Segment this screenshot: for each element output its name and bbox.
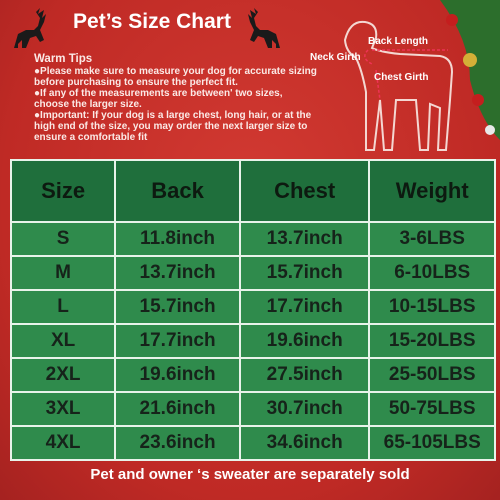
column-header: Chest [238, 159, 371, 223]
column-header: Size [9, 159, 117, 223]
cell: 19.6inch [114, 357, 241, 393]
cell: 65-105LBS [368, 425, 496, 461]
garland [440, 0, 500, 140]
dog-outline [343, 20, 454, 151]
tip: ●Important: If your dog is a large chest… [34, 110, 312, 143]
column-header: Weight [368, 159, 496, 223]
cell: 19.6inch [238, 323, 371, 359]
size-row: XL 17.7inch 19.6inch 15-20LBS [9, 323, 496, 359]
cell: 21.6inch [114, 391, 241, 427]
cell: XL [9, 323, 117, 359]
cell: S [9, 221, 117, 257]
title: Pet’s Size Chart [73, 10, 231, 33]
deer-right [248, 8, 280, 48]
size-row: 4XL 23.6inch 34.6inch 65-105LBS [9, 425, 496, 461]
deer-left [14, 8, 46, 48]
cell: M [9, 255, 117, 291]
cell: 27.5inch [238, 357, 371, 393]
cell: 17.7inch [114, 323, 241, 359]
tip: ●Please make sure to measure your dog fo… [34, 66, 317, 88]
size-row: M 13.7inch 15.7inch 6-10LBS [9, 255, 496, 291]
header-row: Size Back Chest Weight [9, 159, 496, 223]
cell: 50-75LBS [368, 391, 496, 427]
neck-girth-label: Neck Girth [310, 52, 361, 63]
size-row: 3XL 21.6inch 30.7inch 50-75LBS [9, 391, 496, 427]
cell: 4XL [9, 425, 117, 461]
column-header: Back [114, 159, 241, 223]
cell: 2XL [9, 357, 117, 393]
size-row: 2XL 19.6inch 27.5inch 25-50LBS [9, 357, 496, 393]
size-row: S 11.8inch 13.7inch 3-6LBS [9, 221, 496, 257]
chest-girth-label: Chest Girth [374, 72, 429, 83]
cell: 13.7inch [114, 255, 241, 291]
cell: 10-15LBS [368, 289, 496, 325]
cell: 34.6inch [238, 425, 371, 461]
size-row: L 15.7inch 17.7inch 10-15LBS [9, 289, 496, 325]
cell: 23.6inch [114, 425, 241, 461]
cell: 15.7inch [238, 255, 371, 291]
footer-note: Pet and owner ‘s sweater are separately … [90, 466, 410, 483]
cell: L [9, 289, 117, 325]
cell: 15-20LBS [368, 323, 496, 359]
cell: 3XL [9, 391, 117, 427]
cell: 3-6LBS [368, 221, 496, 257]
tips-title: Warm Tips [34, 53, 93, 65]
cell: 17.7inch [238, 289, 371, 325]
tip: ●If any of the measurements are between'… [34, 88, 283, 110]
cell: 30.7inch [238, 391, 371, 427]
decorations [14, 0, 500, 151]
cell: 13.7inch [238, 221, 371, 257]
cell: 25-50LBS [368, 357, 496, 393]
cell: 11.8inch [114, 221, 241, 257]
cell: 6-10LBS [368, 255, 496, 291]
back-length-label: Back Length [368, 36, 429, 47]
measure-lines [364, 49, 448, 101]
warm-tips: Warm Tips ●Please make sure to measure y… [34, 53, 319, 143]
cell: 15.7inch [114, 289, 241, 325]
size-table: Size Back Chest Weight S 11.8inch 13.7inch 3-6L… [9, 159, 496, 461]
